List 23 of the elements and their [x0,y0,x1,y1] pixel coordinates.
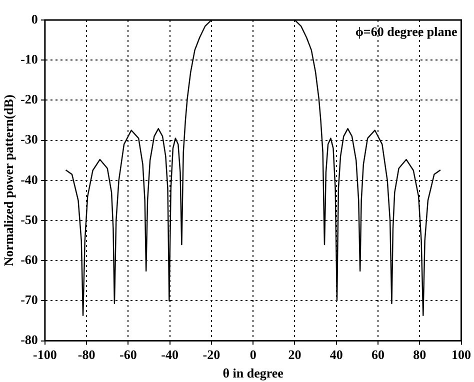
x-tick-label: 60 [371,346,384,362]
y-tick-label: 0 [31,11,38,26]
y-axis-title: Normalized power pattern(dB) [1,94,16,266]
x-tick-label: 20 [288,346,302,362]
y-tick-label: -10 [20,51,38,66]
y-tick-label: -30 [20,132,38,147]
x-tick-label: 80 [413,346,426,362]
y-tick-label: -40 [20,172,38,187]
x-tick-label: 40 [330,346,343,362]
x-axis-title: θ in degree [222,366,284,381]
y-tick-label: -70 [20,292,38,308]
y-tick-label: -80 [20,332,38,348]
y-tick-label: -60 [20,252,38,267]
x-tick-label: 0 [250,346,256,362]
x-tick-label: -60 [120,346,137,362]
y-tick-label: -20 [20,92,38,107]
y-tick-label: -50 [20,212,38,227]
annotation: ϕ=60 degree plane [355,24,458,39]
x-tick-label: -100 [33,346,57,362]
x-tick-label: -40 [161,346,178,362]
x-tick-label: -20 [202,346,220,362]
x-tick-label: 100 [452,346,471,362]
x-tick-label: -80 [78,346,96,362]
